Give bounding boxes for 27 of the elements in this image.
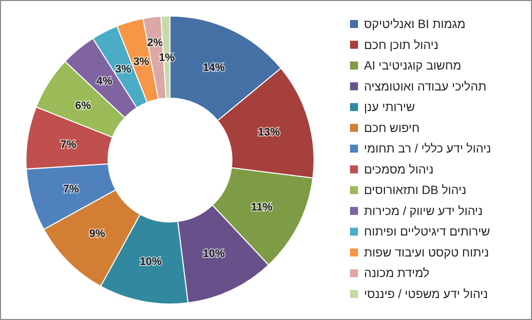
legend-label: תהליכי עבודה ואוטומציה: [364, 79, 486, 94]
legend-label: ניהול ידע שיווק / מכירות: [364, 204, 483, 218]
legend-label: שירותי ענן: [364, 100, 416, 114]
legend-label: ניהול ידע כללי / רב תחומי: [364, 142, 492, 156]
data-label: 3%: [115, 63, 132, 76]
data-label: 2%: [147, 36, 164, 49]
legend-label: שירותים דיגיטליים ופיתוח: [364, 224, 490, 239]
legend-label: מחשוב קוגניטיבי AI: [364, 58, 462, 73]
legend-label: מגמות BI ואנליטיקס: [364, 17, 466, 31]
data-label: 13%: [258, 126, 280, 138]
data-label: 7%: [60, 138, 76, 151]
data-label: 11%: [251, 202, 273, 214]
data-label: 4%: [96, 76, 113, 88]
legend-label: למידת מכונה: [364, 266, 430, 280]
legend-label: ניהול תוכן חכם: [364, 38, 438, 52]
legend-label: ניהול DB ותזאורוסים: [364, 183, 466, 198]
data-label: 7%: [63, 184, 80, 196]
data-label: 10%: [140, 256, 162, 268]
data-label: 10%: [202, 248, 226, 260]
legend-label: חיפוש חכם: [364, 120, 420, 135]
data-label: 6%: [75, 100, 92, 112]
legend-label: ניהול מסמכים: [364, 162, 434, 176]
legend-label: ניתוח טקסט ועיבוד שפות: [364, 245, 489, 260]
legend-label: ניהול ידע משפטי / פיננסי: [364, 287, 488, 301]
data-label: 3%: [133, 56, 150, 68]
data-label: 14%: [202, 62, 226, 74]
data-label: 9%: [89, 228, 106, 240]
